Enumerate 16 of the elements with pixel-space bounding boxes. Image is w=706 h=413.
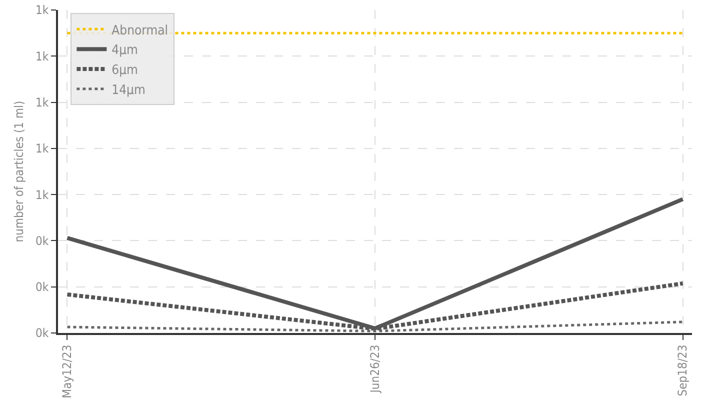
y-tick-label: 0k: [35, 326, 50, 340]
y-tick-label: 1k: [35, 188, 50, 202]
y-tick-label: 1k: [35, 142, 50, 156]
x-tick-label: Jun26/23: [368, 344, 382, 394]
legend-label: 14μm: [112, 82, 146, 98]
y-tick-label: 1k: [35, 49, 50, 64]
y-axis-title: number of particles (1 ml): [12, 100, 26, 242]
x-tick-label: May12/23: [60, 344, 74, 398]
legend-label: 6μm: [112, 63, 138, 78]
legend-label: 4μm: [112, 43, 138, 58]
legend-label: Abnormal: [112, 23, 168, 38]
x-tick-label: Sep18/23: [676, 344, 690, 396]
y-tick-label: 1k: [35, 3, 50, 18]
y-tick-label: 0k: [35, 234, 50, 248]
y-tick-label: 0k: [35, 280, 50, 294]
y-tick-label: 1k: [35, 95, 50, 110]
